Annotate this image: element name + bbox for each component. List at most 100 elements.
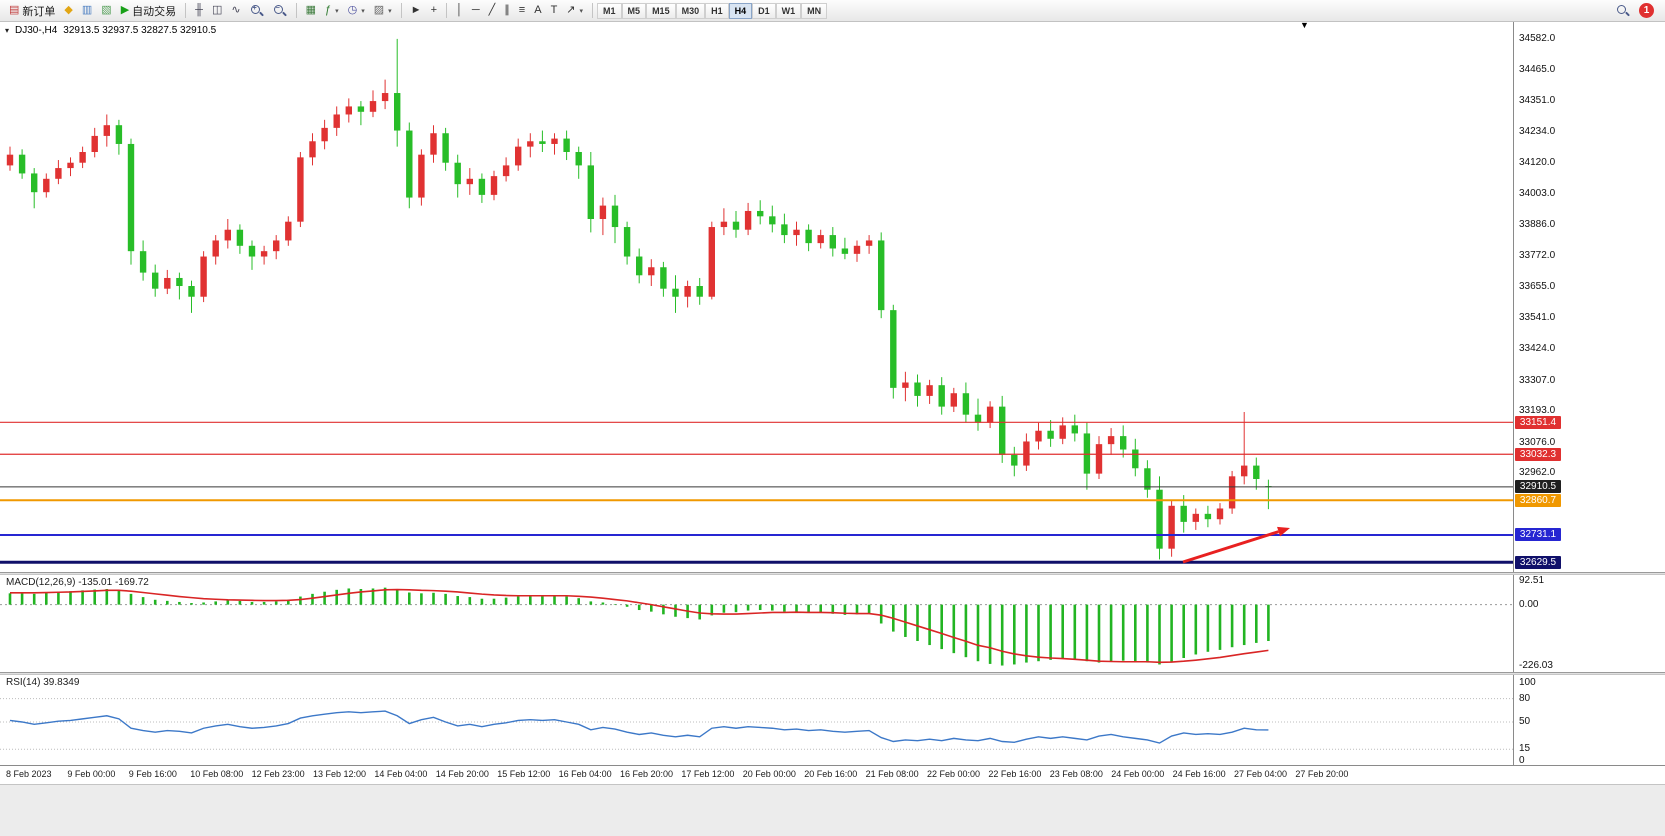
candle (938, 377, 945, 415)
candle (757, 200, 764, 225)
navigator-button[interactable]: ▧ (97, 1, 115, 21)
price-tick: 33886.0 (1519, 219, 1556, 231)
zoom-in-icon: + (250, 4, 264, 18)
rsi-tick: 15 (1519, 743, 1531, 755)
candle (127, 138, 135, 265)
symbol-period-label: DJ30-,H4 (15, 25, 58, 36)
timeframe-d1-button[interactable]: D1 (752, 2, 776, 19)
trendline-tool-button[interactable]: ╱ (485, 1, 500, 21)
candle (1132, 438, 1139, 477)
time-label: 8 Feb 2023 (6, 769, 52, 779)
price-tick: 34582.0 (1519, 32, 1556, 44)
navigator-icon: ▧ (101, 4, 112, 16)
text-tool-icon: A (534, 4, 542, 16)
candle (878, 232, 885, 319)
price-tick: 34351.0 (1519, 94, 1556, 106)
time-label: 24 Feb 16:00 (1172, 769, 1226, 779)
tile-windows-button[interactable]: ▦ (302, 1, 320, 21)
candle (1071, 414, 1078, 442)
metaeditor-button[interactable]: ◆ (60, 1, 76, 21)
channel-tool-button[interactable]: ∥ (500, 1, 514, 21)
candle (829, 227, 836, 257)
notification-badge[interactable]: 1 (1639, 3, 1654, 18)
price-badge: 33151.4 (1515, 415, 1561, 429)
crosshair-tool-button[interactable]: + (427, 1, 441, 21)
timeframe-h1-button[interactable]: H1 (705, 2, 729, 19)
price-axis[interactable]: 34582.0 34465.0 34351.0 34234.0 34120.0 34003… (1514, 22, 1665, 572)
candlestick-mode-button[interactable]: ◫ (208, 1, 226, 21)
bar-chart-mode-button[interactable]: ╫ (191, 1, 207, 21)
candle (1023, 433, 1030, 471)
candle (115, 119, 123, 155)
time-label: 10 Feb 08:00 (190, 769, 244, 779)
candle (381, 79, 389, 110)
new-order-button[interactable]: ▤ 新订单 (5, 1, 59, 21)
candle (853, 240, 861, 262)
trend-arrow[interactable] (1182, 526, 1290, 564)
arrows-tool-button[interactable]: ↗ ▾ (562, 1, 587, 21)
periods-button[interactable]: ◷ ▾ (344, 1, 369, 21)
chevron-down-icon: ▾ (579, 7, 584, 15)
timeframe-mn-button[interactable]: MN (801, 2, 828, 19)
time-axis[interactable]: 8 Feb 2023 9 Feb 00:00 9 Feb 16:00 10 Feb 0… (0, 765, 1665, 784)
candle (1253, 457, 1260, 490)
candle (212, 235, 219, 265)
candle (164, 269, 171, 295)
timeframe-m5-button[interactable]: M5 (621, 2, 647, 19)
timeframe-m30-button[interactable]: M30 (675, 2, 706, 19)
timeframe-m1-button[interactable]: M1 (597, 2, 622, 19)
vertical-line-tool-button[interactable]: │ (452, 1, 467, 21)
scroll-to-end-marker-icon[interactable]: ▼ (1300, 22, 1309, 30)
zoom-out-button[interactable]: − (269, 1, 291, 21)
panel-separator[interactable] (0, 572, 1665, 575)
candle (1192, 508, 1199, 530)
zoom-in-button[interactable]: + (246, 1, 268, 21)
macd-label: MACD(12,26,9) -135.01 -169.72 (6, 577, 149, 588)
candle (273, 235, 280, 260)
candle (442, 127, 449, 171)
macd-panel[interactable]: MACD(12,26,9) -135.01 -169.72 (0, 575, 1513, 672)
text-tool-button[interactable]: A (530, 1, 545, 21)
fibonacci-tool-button[interactable]: ≡ (515, 1, 529, 21)
search-button[interactable] (1612, 1, 1634, 21)
arrows-tool-icon: ↗ (566, 4, 576, 16)
rsi-panel[interactable]: RSI(14) 39.8349 (0, 675, 1513, 765)
time-label: 16 Feb 04:00 (558, 769, 612, 779)
candle (1035, 422, 1042, 450)
horizontal-line-tool-button[interactable]: ─ (468, 1, 484, 21)
indicators-button[interactable]: ƒ ▾ (321, 1, 343, 21)
candle (539, 130, 546, 152)
timeframe-w1-button[interactable]: W1 (775, 2, 802, 19)
timeframe-m15-button[interactable]: M15 (646, 2, 676, 19)
candle (200, 251, 207, 303)
price-badge: 32731.1 (1515, 528, 1561, 542)
new-order-icon: ▤ (9, 4, 20, 16)
candle (769, 205, 776, 233)
label-tool-button[interactable]: T (547, 1, 562, 21)
metaeditor-icon: ◆ (64, 4, 73, 16)
candle (18, 149, 26, 179)
price-chart[interactable]: ▾ DJ30-,H4 32913.5 32937.5 32827.5 32910… (0, 22, 1513, 572)
candle (1107, 428, 1115, 455)
candle (1241, 411, 1248, 485)
price-badge: 32910.5 (1515, 480, 1561, 494)
templates-icon: ▨ (373, 4, 385, 16)
line-chart-mode-button[interactable]: ∿ (227, 1, 244, 21)
time-label: 9 Feb 00:00 (67, 769, 116, 779)
market-watch-icon: ▥ (81, 4, 93, 16)
auto-trading-button[interactable]: ▶ 自动交易 (117, 1, 180, 21)
candle (575, 146, 582, 179)
time-label: 14 Feb 04:00 (374, 769, 428, 779)
time-label: 15 Feb 12:00 (497, 769, 551, 779)
panel-separator[interactable] (0, 672, 1665, 675)
candle (781, 213, 788, 244)
time-label: 22 Feb 00:00 (927, 769, 981, 779)
market-watch-button[interactable]: ▥ (78, 1, 96, 21)
templates-button[interactable]: ▨ ▾ (370, 1, 396, 21)
timeframe-h4-button[interactable]: H4 (728, 2, 753, 19)
cursor-tool-button[interactable]: ► (407, 1, 426, 21)
line-chart-mode-icon: ∿ (231, 4, 241, 16)
chart-menu-triangle-icon[interactable]: ▾ (5, 26, 10, 35)
price-tick: 34120.0 (1519, 156, 1556, 168)
candle (672, 275, 679, 313)
